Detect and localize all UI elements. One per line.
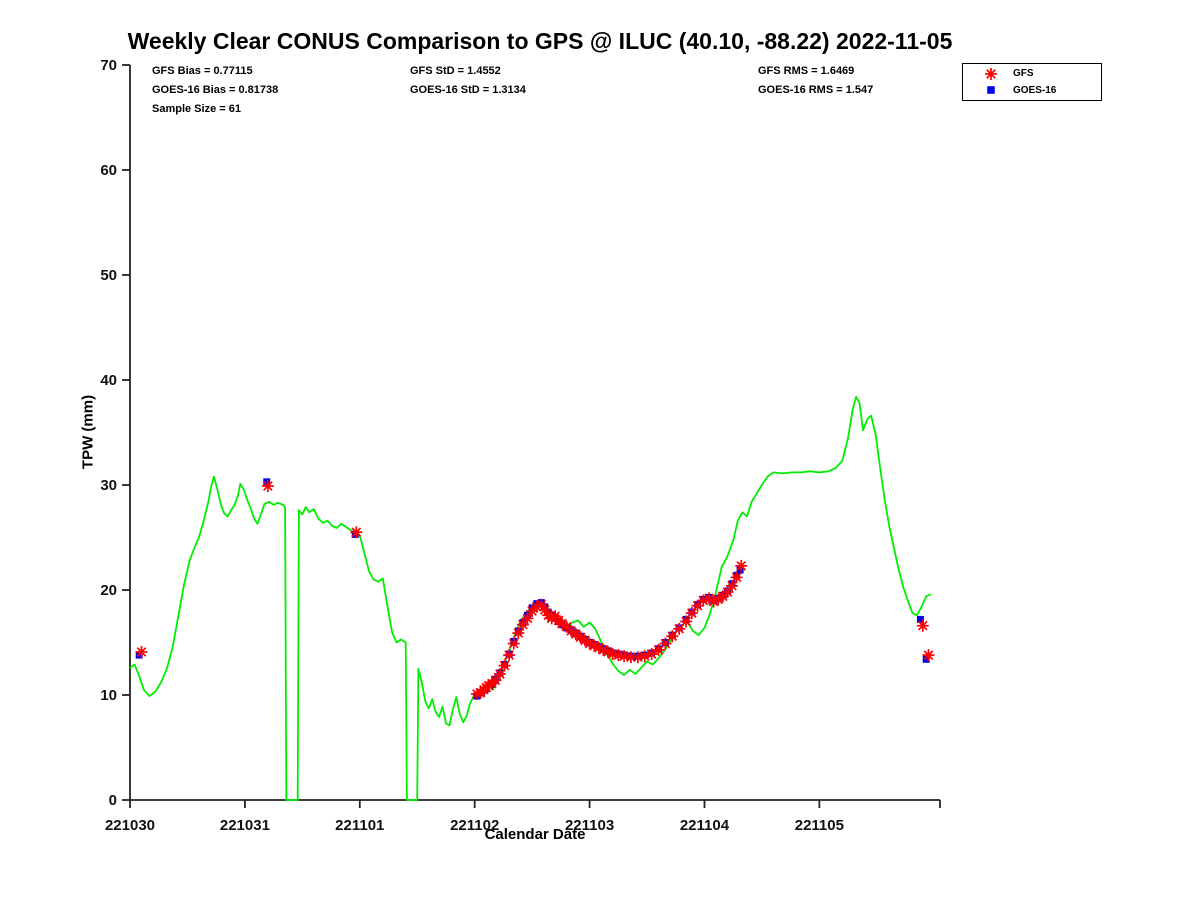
- gps-line: [129, 395, 932, 801]
- stat-sample-size: Sample Size = 61: [152, 103, 241, 115]
- goes16-marker: [922, 655, 930, 663]
- legend-item-gfs: GFS: [963, 66, 1101, 82]
- legend-item-goes16: GOES-16: [963, 82, 1101, 98]
- x-tick-label: 221031: [220, 817, 270, 834]
- gfs-marker: [261, 480, 274, 493]
- stat-goes16-std: GOES-16 StD = 1.3134: [410, 84, 526, 96]
- stat-gfs-std: GFS StD = 1.4552: [410, 65, 501, 77]
- gfs-marker: [721, 586, 734, 599]
- y-tick-label: 0: [109, 792, 117, 809]
- gfs-marker: [726, 579, 739, 592]
- y-tick-label: 30: [100, 477, 117, 494]
- gfs-marker: [680, 615, 693, 628]
- gfs-marker-icon: [985, 67, 997, 80]
- gfs-marker: [498, 659, 511, 672]
- legend-label-gfs: GFS: [1013, 68, 1034, 80]
- x-tick-label: 221103: [565, 817, 614, 834]
- x-tick-label: 221030: [105, 817, 155, 834]
- y-tick-label: 70: [100, 57, 117, 74]
- gfs-marker: [507, 637, 520, 650]
- legend-marker-glyph: [987, 86, 995, 95]
- legend-marker-glyph: [985, 67, 997, 80]
- legend-box: GFS GOES-16: [962, 63, 1102, 101]
- goes16-marker: [736, 566, 744, 574]
- gfs-marker: [673, 622, 686, 635]
- gfs-marker: [916, 619, 929, 632]
- gfs-marker: [350, 526, 363, 539]
- gfs-marker: [659, 637, 672, 650]
- gfs-marker: [624, 651, 637, 664]
- y-tick-label: 40: [100, 372, 117, 389]
- gfs-marker: [503, 649, 516, 662]
- gfs-marker: [735, 559, 748, 572]
- gfs-marker: [512, 627, 525, 640]
- gfs-marker: [666, 630, 679, 643]
- gfs-marker: [730, 571, 743, 584]
- gfs-marker: [521, 612, 534, 625]
- gfs-marker: [493, 668, 506, 680]
- gfs-marker: [489, 674, 502, 687]
- stat-gfs-bias: GFS Bias = 0.77115: [152, 65, 253, 77]
- y-tick-label: 20: [100, 582, 117, 599]
- legend-label-goes16: GOES-16: [1013, 84, 1057, 96]
- x-tick-label: 221101: [335, 817, 384, 834]
- gfs-marker: [922, 649, 935, 662]
- goes16-marker: [916, 615, 924, 623]
- gfs-marker: [516, 618, 529, 631]
- y-tick-label: 60: [100, 162, 117, 179]
- goes16-marker-icon: [987, 86, 995, 95]
- x-axis-label: Calendar Date: [484, 826, 586, 843]
- gfs-marker: [685, 607, 698, 620]
- x-tick-label: 221105: [795, 817, 844, 834]
- x-tick-label: 221104: [680, 817, 730, 834]
- goes16-marker: [263, 478, 271, 486]
- gfs-marker: [135, 645, 148, 658]
- gfs-marker: [578, 634, 591, 647]
- stat-goes16-rms: GOES-16 RMS = 1.547: [758, 84, 874, 96]
- y-tick-label: 10: [100, 687, 117, 704]
- stat-gfs-rms: GFS RMS = 1.6469: [758, 65, 855, 77]
- chart-title: Weekly Clear CONUS Comparison to GPS @ I…: [127, 28, 953, 54]
- y-tick-label: 50: [100, 267, 117, 284]
- stat-goes16-bias: GOES-16 Bias = 0.81738: [152, 84, 279, 96]
- gfs-marker: [652, 643, 665, 656]
- gfs-marker: [645, 648, 658, 661]
- x-tick-label: 221102: [450, 817, 499, 834]
